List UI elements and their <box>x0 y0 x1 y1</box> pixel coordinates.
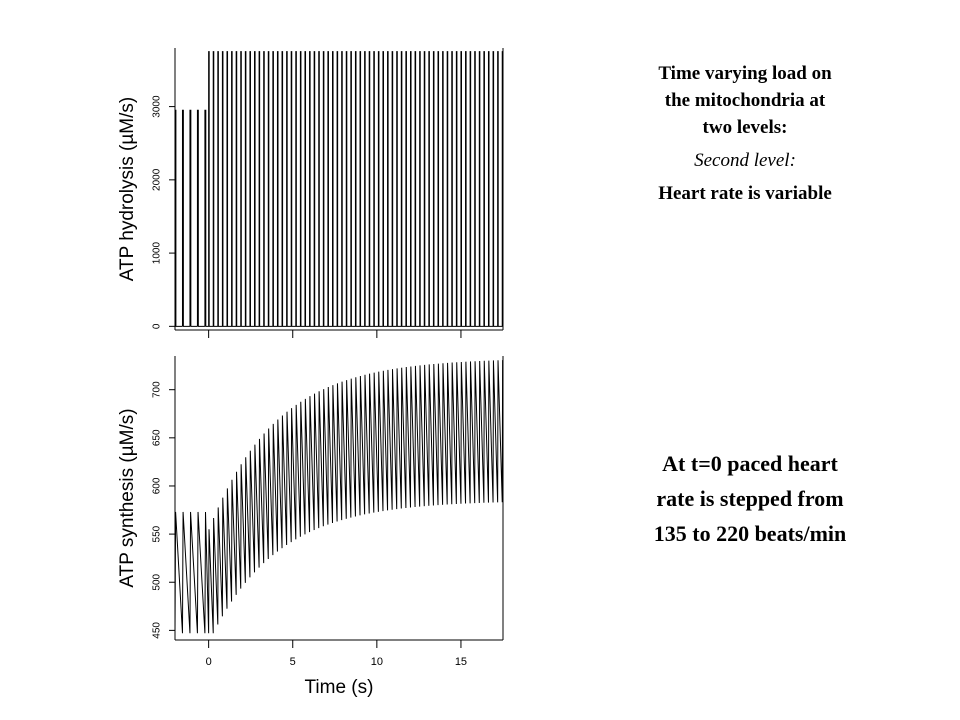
y-tick-label: 600 <box>152 477 163 494</box>
x-axis-label: Time (s) <box>305 677 374 698</box>
y-tick-label: 550 <box>152 525 163 542</box>
y-tick-label: 450 <box>152 622 163 639</box>
y-tick-label: 3000 <box>152 95 163 118</box>
y-axis-label: ATP hydrolysis (µM/s) <box>117 97 138 281</box>
description-title-line-2: the mitochondria at <box>664 90 826 111</box>
y-tick-label: 700 <box>152 381 163 398</box>
x-tick-label: 10 <box>371 656 383 668</box>
level-label: Second level <box>694 150 790 171</box>
y-tick-label: 2000 <box>152 168 163 191</box>
x-tick-label: 15 <box>455 656 467 668</box>
series-line <box>174 360 504 634</box>
level-detail: Heart rate is variable <box>658 183 832 204</box>
description-title-line-3: two levels: <box>702 117 788 138</box>
level-label-line: Second level: <box>600 147 890 174</box>
note-line-1: At t=0 paced heart <box>662 451 838 476</box>
description-title-line-1: Time varying load on <box>658 63 832 84</box>
y-tick-label: 500 <box>152 573 163 590</box>
description-block: Time varying load on the mitochondria at… <box>600 60 890 207</box>
atp-hydrolysis-chart: 0 1000 2000 3000 ATP hydrolysis (µM/s) <box>117 48 504 338</box>
y-axis-label: ATP synthesis (µM/s) <box>117 408 138 587</box>
note-line-3: 135 to 220 beats/min <box>653 521 847 546</box>
level-colon: : <box>789 150 796 171</box>
x-tick-label: 0 <box>206 656 212 668</box>
x-tick-label: 5 <box>290 656 296 668</box>
atp-synthesis-chart: 450 500 550 600 650 700 0 5 10 15 ATP synthesis (µ… <box>117 356 504 698</box>
series-line <box>174 51 504 327</box>
y-tick-label: 1000 <box>152 242 163 265</box>
y-tick-label: 650 <box>152 429 163 446</box>
protocol-note: At t=0 paced heart rate is stepped from … <box>600 446 900 551</box>
note-line-2: rate is stepped from <box>656 486 844 511</box>
y-tick-label: 0 <box>152 323 163 329</box>
